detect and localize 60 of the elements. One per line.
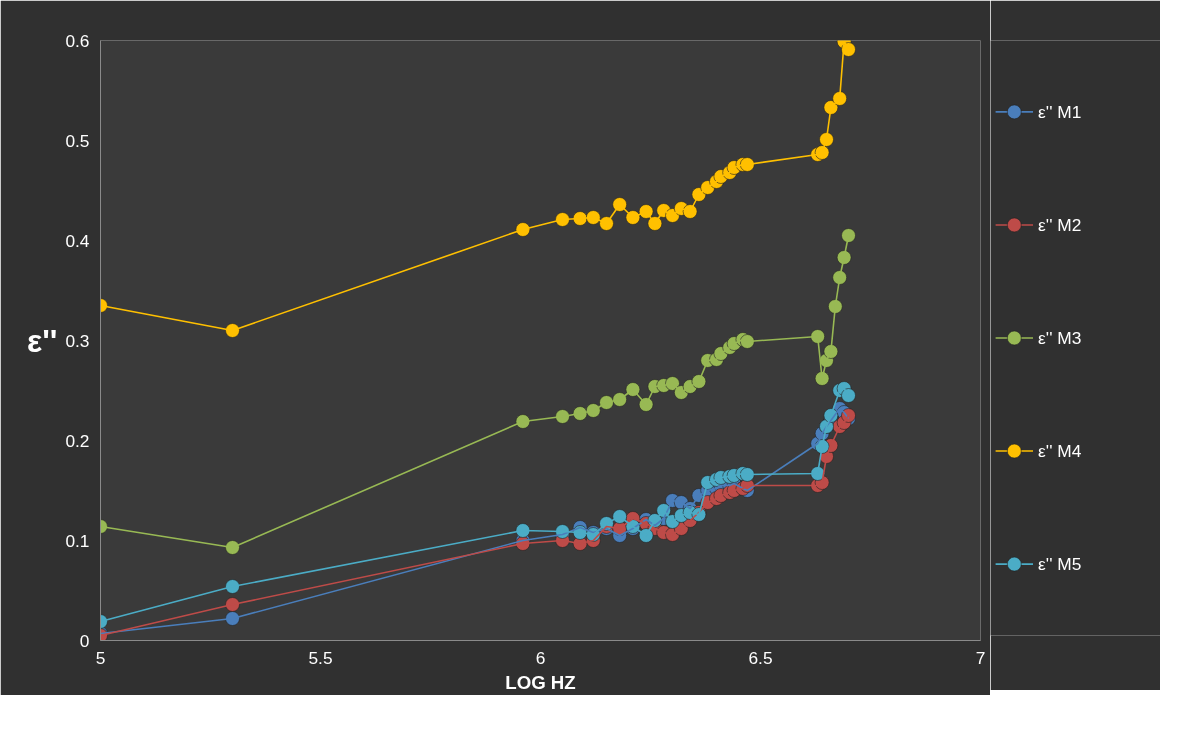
legend-label: ε'' M3 bbox=[1038, 328, 1082, 348]
point bbox=[515, 414, 531, 429]
point bbox=[823, 344, 839, 359]
point bbox=[740, 467, 755, 482]
y-tick-label: 0.1 bbox=[65, 530, 90, 551]
point bbox=[832, 270, 847, 285]
point bbox=[841, 388, 856, 403]
point bbox=[638, 397, 654, 412]
point bbox=[555, 409, 570, 424]
legend-label: ε'' M5 bbox=[1038, 554, 1082, 575]
x-tick-label: 6 bbox=[535, 647, 546, 668]
point bbox=[819, 132, 834, 147]
y-axis-title: ε'' bbox=[27, 322, 58, 359]
point bbox=[814, 371, 830, 386]
point bbox=[647, 216, 663, 231]
point bbox=[515, 222, 531, 237]
x-axis-title: LOG HZ bbox=[505, 671, 576, 693]
y-tick-label: 0.6 bbox=[65, 30, 90, 51]
point bbox=[625, 210, 641, 225]
point bbox=[555, 212, 570, 227]
point bbox=[841, 42, 856, 57]
point bbox=[814, 145, 830, 160]
point bbox=[225, 611, 240, 626]
point bbox=[586, 210, 601, 225]
point bbox=[740, 157, 755, 172]
y-tick-label: 0 bbox=[79, 630, 90, 651]
x-tick-label: 6.5 bbox=[748, 647, 773, 668]
legend-label: ε'' M2 bbox=[1038, 214, 1082, 235]
point bbox=[810, 329, 825, 344]
x-tick-label: 7 bbox=[975, 647, 986, 668]
point bbox=[572, 211, 588, 226]
point bbox=[691, 374, 707, 389]
point bbox=[638, 204, 654, 219]
point bbox=[682, 204, 698, 219]
point bbox=[225, 579, 240, 594]
point bbox=[740, 334, 755, 349]
legend-label: ε'' M4 bbox=[1038, 441, 1082, 462]
point bbox=[225, 540, 240, 555]
y-tick-label: 0.5 bbox=[65, 130, 90, 151]
point bbox=[836, 250, 852, 265]
point bbox=[638, 528, 654, 543]
point bbox=[612, 197, 627, 212]
point bbox=[572, 406, 588, 421]
point bbox=[225, 597, 240, 612]
point bbox=[625, 382, 641, 397]
y-tick-label: 0.4 bbox=[65, 230, 90, 251]
legend-label: ε'' M1 bbox=[1038, 101, 1082, 122]
y-tick-label: 0.2 bbox=[65, 430, 90, 451]
y-tick-label: 0.3 bbox=[65, 330, 90, 351]
point bbox=[612, 392, 627, 407]
point bbox=[599, 395, 614, 410]
point bbox=[841, 228, 856, 243]
point bbox=[828, 299, 843, 314]
point bbox=[599, 216, 614, 231]
point bbox=[225, 323, 240, 338]
point bbox=[612, 509, 627, 524]
point bbox=[586, 403, 601, 418]
point bbox=[832, 91, 847, 106]
x-tick-label: 5.5 bbox=[308, 647, 333, 668]
x-tick-label: 5 bbox=[95, 647, 106, 668]
